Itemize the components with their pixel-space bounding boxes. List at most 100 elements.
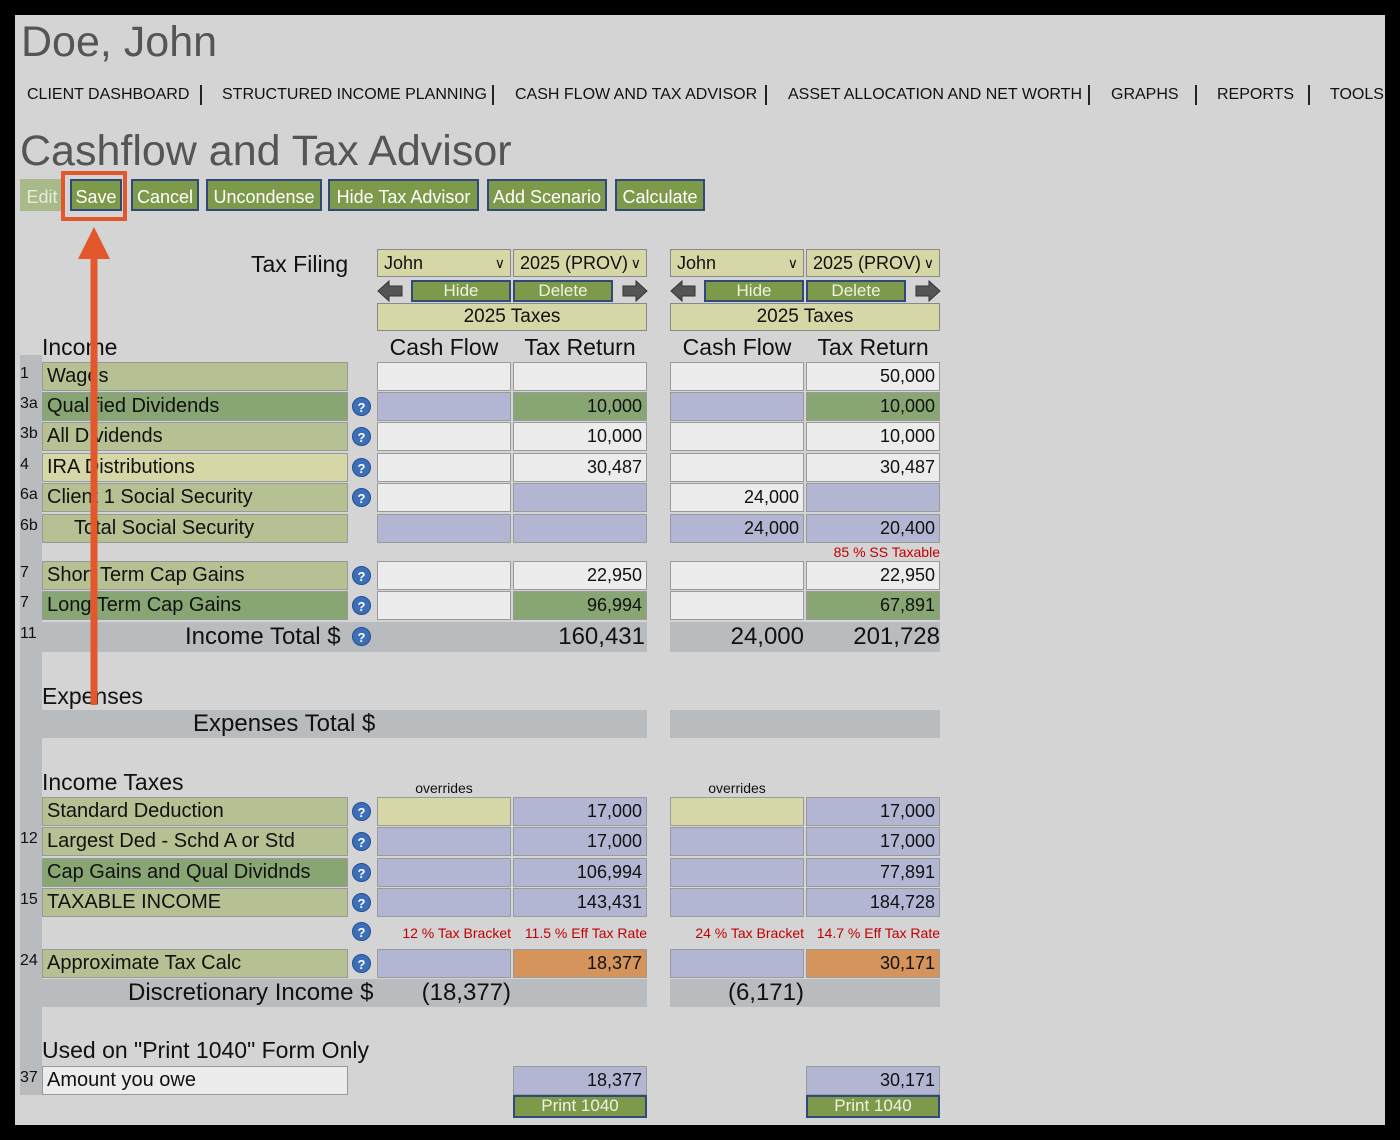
all-div-s2-cash[interactable] xyxy=(670,422,804,451)
cancel-button[interactable]: Cancel xyxy=(131,179,199,211)
wages-s1-tax[interactable] xyxy=(513,362,647,391)
income-total-s1-tax: 160,431 xyxy=(558,623,645,650)
help-icon[interactable]: ? xyxy=(352,596,371,615)
wages-s2-tax[interactable]: 50,000 xyxy=(806,362,940,391)
add-scenario-button[interactable]: Add Scenario xyxy=(487,179,607,211)
save-button[interactable]: Save xyxy=(70,179,122,211)
all-div-s1-tax[interactable]: 10,000 xyxy=(513,422,647,451)
help-icon[interactable]: ? xyxy=(352,488,371,507)
help-icon[interactable]: ? xyxy=(352,893,371,912)
discretionary-s1: (18,377) xyxy=(421,979,511,1006)
st-gains-s1-tax[interactable]: 22,950 xyxy=(513,561,647,590)
help-icon[interactable]: ? xyxy=(352,802,371,821)
help-icon[interactable]: ? xyxy=(352,832,371,851)
scenario2-print-1040-button[interactable]: Print 1040 xyxy=(806,1095,940,1118)
total-ss-s1-tax xyxy=(513,514,647,543)
scenario1-person-select[interactable]: John ∨ xyxy=(377,249,511,277)
help-icon[interactable]: ? xyxy=(352,397,371,416)
qual-div-s2-tax[interactable]: 10,000 xyxy=(806,392,940,421)
income-taxes-section-label: Income Taxes xyxy=(42,769,184,795)
scenario2-hide-button[interactable]: Hide xyxy=(704,280,804,302)
ira-s1-tax[interactable]: 30,487 xyxy=(513,453,647,482)
ira-distributions-label: IRA Distributions xyxy=(42,453,348,482)
all-div-s2-tax[interactable]: 10,000 xyxy=(806,422,940,451)
nav-asset-allocation[interactable]: ASSET ALLOCATION AND NET WORTH xyxy=(788,86,1082,103)
calculate-button[interactable]: Calculate xyxy=(615,179,705,211)
chevron-down-icon: ∨ xyxy=(630,255,641,271)
all-dividends-label: All Dividends xyxy=(42,422,348,451)
income-total-s2-tax: 201,728 xyxy=(853,623,940,650)
nav-graphs[interactable]: GRAPHS xyxy=(1111,86,1179,103)
st-gains-s1-cash[interactable] xyxy=(377,561,511,590)
ss-taxable-note: 85 % SS Taxable xyxy=(833,544,940,560)
qual-div-s1-cash xyxy=(377,392,511,421)
help-icon[interactable]: ? xyxy=(352,863,371,882)
help-icon[interactable]: ? xyxy=(352,427,371,446)
largest-ded-s1-override xyxy=(377,827,511,856)
edit-button[interactable]: Edit xyxy=(20,179,64,211)
approx-tax-s2-tax: 30,171 xyxy=(806,949,940,978)
st-gains-s2-tax[interactable]: 22,950 xyxy=(806,561,940,590)
row-number: 6b xyxy=(20,517,38,534)
scenario2-right-arrow-icon[interactable] xyxy=(915,280,941,302)
client-ss-s1-tax xyxy=(513,483,647,512)
uncondense-button[interactable]: Uncondense xyxy=(206,179,322,211)
client-ss-s1-cash[interactable] xyxy=(377,483,511,512)
nav-structured-income-planning[interactable]: STRUCTURED INCOME PLANNING xyxy=(222,86,487,103)
lt-gains-s1-cash[interactable] xyxy=(377,591,511,620)
print-1040-section-label: Used on "Print 1040" Form Only xyxy=(42,1037,369,1063)
scenario2-year-select[interactable]: 2025 (PROV) ∨ xyxy=(806,249,940,277)
std-ded-s1-override[interactable] xyxy=(377,797,511,826)
all-div-s1-cash[interactable] xyxy=(377,422,511,451)
cap-gains-qual-dividends-label: Cap Gains and Qual Dividnds xyxy=(42,858,348,887)
scenario1-print-1040-button[interactable]: Print 1040 xyxy=(513,1095,647,1118)
scenario2-left-arrow-icon[interactable] xyxy=(670,280,696,302)
tax-filing-label: Tax Filing xyxy=(251,251,349,277)
chevron-down-icon: ∨ xyxy=(494,255,505,271)
nav-tools[interactable]: TOOLS xyxy=(1330,86,1384,103)
client-ss-s2-cash[interactable]: 24,000 xyxy=(670,483,804,512)
help-icon[interactable]: ? xyxy=(352,954,371,973)
row-number: 3b xyxy=(20,425,38,442)
scenario2-delete-button[interactable]: Delete xyxy=(806,280,906,302)
cap-gains-qd-s2-override xyxy=(670,858,804,887)
total-ss-s2-tax: 20,400 xyxy=(806,514,940,543)
scenario2-person-select[interactable]: John ∨ xyxy=(670,249,804,277)
lt-gains-s1-tax[interactable]: 96,994 xyxy=(513,591,647,620)
nav-separator xyxy=(1088,85,1090,105)
std-ded-s2-override[interactable] xyxy=(670,797,804,826)
scenario1-delete-button[interactable]: Delete xyxy=(513,280,613,302)
approx-tax-s1-override xyxy=(377,949,511,978)
scenario1-left-arrow-icon[interactable] xyxy=(377,280,403,302)
qual-div-s1-tax[interactable]: 10,000 xyxy=(513,392,647,421)
short-term-cap-gains-label: Short Term Cap Gains xyxy=(42,561,348,590)
total-social-security-label: Total Social Security xyxy=(42,514,348,543)
wages-label: Wages xyxy=(42,362,348,391)
hide-tax-advisor-button[interactable]: Hide Tax Advisor xyxy=(328,179,479,211)
nav-separator xyxy=(1308,85,1310,105)
ira-s1-cash[interactable] xyxy=(377,453,511,482)
cap-gains-qd-s2-tax: 77,891 xyxy=(806,858,940,887)
scenario1-hide-button[interactable]: Hide xyxy=(411,280,511,302)
nav-client-dashboard[interactable]: CLIENT DASHBOARD xyxy=(27,86,190,103)
scenario1-year-select[interactable]: 2025 (PROV) ∨ xyxy=(513,249,647,277)
help-icon[interactable]: ? xyxy=(352,566,371,585)
page-title: Cashflow and Tax Advisor xyxy=(20,127,512,175)
lt-gains-s2-cash[interactable] xyxy=(670,591,804,620)
ira-s2-tax[interactable]: 30,487 xyxy=(806,453,940,482)
help-icon[interactable]: ? xyxy=(352,922,371,941)
wages-s1-cash[interactable] xyxy=(377,362,511,391)
scenario2-cash-flow-header: Cash Flow xyxy=(682,334,792,360)
qual-div-s2-cash xyxy=(670,392,804,421)
help-icon[interactable]: ? xyxy=(352,458,371,477)
scenario1-right-arrow-icon[interactable] xyxy=(622,280,648,302)
ira-s2-cash[interactable] xyxy=(670,453,804,482)
help-icon[interactable]: ? xyxy=(352,627,371,646)
nav-cash-flow-tax-advisor[interactable]: CASH FLOW AND TAX ADVISOR xyxy=(515,86,758,103)
expenses-total-label: Expenses Total $ xyxy=(193,710,376,737)
st-gains-s2-cash[interactable] xyxy=(670,561,804,590)
nav-reports[interactable]: REPORTS xyxy=(1217,86,1295,103)
taxable-income-s1-tax: 143,431 xyxy=(513,888,647,917)
wages-s2-cash[interactable] xyxy=(670,362,804,391)
lt-gains-s2-tax[interactable]: 67,891 xyxy=(806,591,940,620)
